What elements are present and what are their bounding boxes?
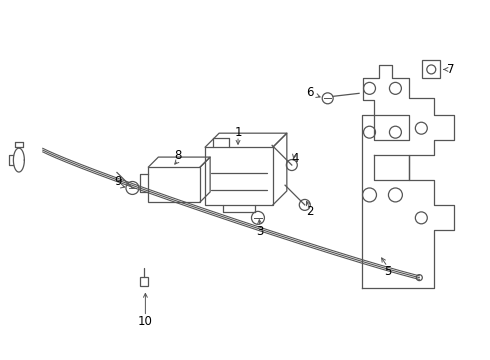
Text: 8: 8 xyxy=(174,149,182,162)
Text: 10: 10 xyxy=(138,315,153,328)
Bar xyxy=(141,276,148,285)
Bar xyxy=(205,147,273,205)
Text: 9: 9 xyxy=(115,175,122,189)
Text: 4: 4 xyxy=(291,152,298,165)
Bar xyxy=(148,167,200,202)
Text: 5: 5 xyxy=(384,265,391,278)
Text: 1: 1 xyxy=(234,126,242,139)
Bar xyxy=(422,60,440,78)
Text: 6: 6 xyxy=(306,86,314,99)
Text: 7: 7 xyxy=(447,63,455,76)
Text: 3: 3 xyxy=(256,225,264,238)
Text: 2: 2 xyxy=(306,205,314,219)
